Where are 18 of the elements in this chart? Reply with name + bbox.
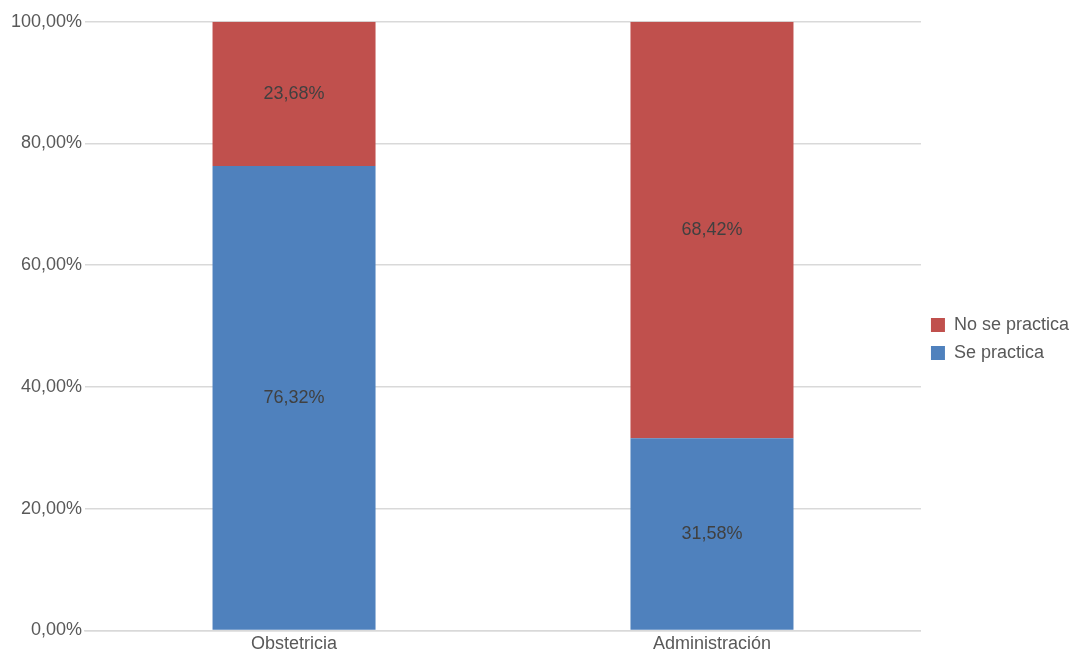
y-tick-label: 20,00%: [21, 497, 83, 518]
x-tick-label: Administración: [652, 633, 771, 654]
bar: [630, 21, 794, 439]
y-tick-label: 100,00%: [11, 10, 83, 31]
data-label: 23,68%: [263, 82, 325, 103]
legend-label: No se practica: [953, 313, 1070, 334]
bar: [212, 21, 376, 166]
y-tick-label: 40,00%: [21, 375, 83, 396]
data-label: 31,58%: [681, 522, 743, 543]
x-tick-label: Obstetricia: [251, 633, 339, 654]
y-tick-label: 80,00%: [21, 132, 83, 153]
y-tick-label: 0,00%: [31, 619, 83, 640]
legend-label: Se practica: [953, 341, 1045, 362]
data-label: 68,42%: [681, 218, 743, 239]
bar: [630, 438, 794, 630]
bar: [212, 165, 376, 630]
y-tick-label: 60,00%: [21, 254, 83, 275]
data-label: 76,32%: [263, 386, 325, 407]
